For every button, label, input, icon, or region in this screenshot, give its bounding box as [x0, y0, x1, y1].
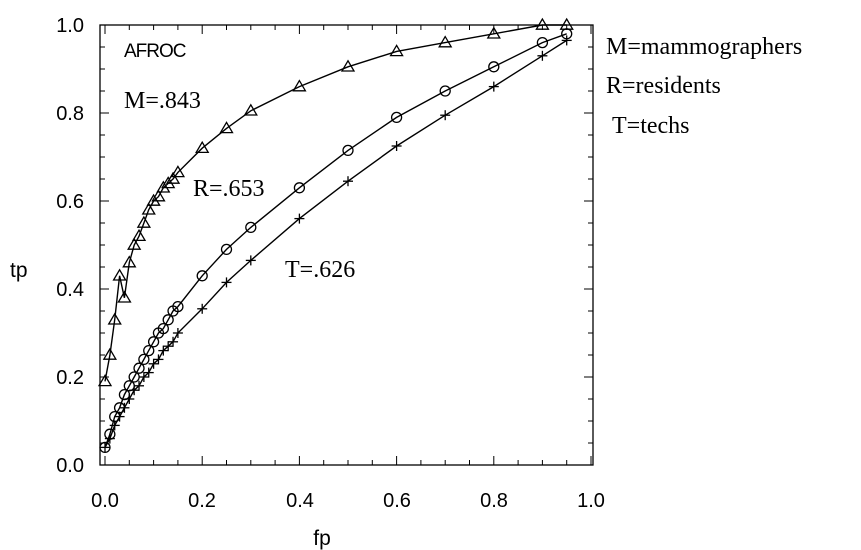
triangle-marker — [141, 202, 156, 215]
chart-title: AFROC — [124, 41, 186, 62]
triangle-marker — [127, 237, 142, 250]
plus-marker — [391, 141, 402, 151]
circle-marker — [172, 300, 184, 313]
plus-marker — [488, 81, 499, 92]
series-label-m: M=.843 — [124, 88, 201, 114]
plus-marker — [134, 380, 145, 391]
series-label-t: T=.626 — [285, 257, 355, 283]
circle-marker — [293, 182, 306, 194]
plus-marker — [138, 372, 149, 382]
triangle-marker — [535, 17, 550, 30]
plus-marker — [114, 411, 125, 422]
x-axis-title: fp — [313, 527, 331, 550]
triangle-marker — [146, 193, 161, 206]
circle-marker — [390, 111, 403, 124]
legend-entry: M=mammographers — [606, 34, 802, 60]
triangle-marker — [161, 176, 176, 189]
triangle-marker — [151, 189, 166, 202]
plus-marker — [440, 110, 451, 121]
plus-marker — [119, 402, 130, 413]
legend-entry: T=techs — [612, 113, 690, 139]
y-axis-title: tp — [10, 259, 28, 282]
plus-marker — [163, 341, 174, 352]
triangle-marker — [156, 180, 171, 193]
plot-frame — [99, 24, 594, 466]
plus-marker — [221, 277, 232, 288]
x-tick-labels: 0.0 0.2 0.4 0.6 0.8 1.0 — [91, 490, 605, 512]
circle-marker — [147, 336, 160, 348]
x-tick-label: 1.0 — [577, 490, 605, 512]
triangle-marker — [486, 26, 501, 39]
plus-marker — [100, 442, 110, 453]
triangle-marker — [131, 228, 147, 242]
triangle-marker — [170, 165, 186, 178]
y-tick-label: 0.4 — [56, 279, 84, 301]
x-tick-label: 0.8 — [480, 490, 508, 512]
y-tick-label: 1.0 — [56, 15, 84, 37]
triangle-marker — [122, 255, 137, 268]
triangle-marker — [219, 121, 234, 134]
plus-marker — [109, 420, 120, 431]
plus-marker — [143, 367, 154, 378]
y-tick-label: 0.0 — [56, 455, 84, 477]
circle-marker — [245, 221, 257, 234]
plus-marker — [343, 176, 353, 187]
triangle-marker — [136, 215, 152, 228]
plus-marker — [561, 35, 572, 46]
x-tick-label: 0.4 — [286, 490, 314, 512]
circle-marker — [342, 144, 354, 157]
series-line — [104, 39, 568, 448]
plus-marker — [197, 303, 208, 314]
plus-marker — [148, 358, 159, 369]
circle-marker — [138, 353, 150, 366]
triangle-marker — [107, 312, 122, 325]
y-tick-label: 0.2 — [56, 367, 84, 389]
legend: M=mammographers R=residents T=techs — [606, 34, 802, 139]
series-group — [97, 17, 574, 454]
x-tick-label: 0.6 — [383, 490, 411, 512]
plus-marker — [172, 328, 183, 338]
plus-marker — [104, 433, 115, 444]
series-label-r: R=.653 — [193, 176, 265, 202]
circle-marker — [488, 61, 500, 73]
circle-marker — [143, 344, 155, 357]
triangle-marker — [438, 35, 453, 48]
y-tick-label: 0.8 — [56, 103, 84, 125]
y-tick-label: 0.6 — [56, 191, 84, 213]
triangle-marker — [389, 44, 404, 57]
x-tick-label: 0.0 — [91, 490, 119, 512]
circle-marker — [133, 362, 145, 374]
triangle-marker — [195, 140, 210, 154]
plus-marker — [168, 336, 179, 347]
triangle-marker — [292, 79, 307, 92]
y-tick-labels: 0.0 0.2 0.4 0.6 0.8 1.0 — [56, 15, 84, 477]
circle-marker — [536, 36, 549, 49]
legend-entry: R=residents — [606, 73, 721, 99]
plus-marker — [153, 354, 164, 365]
plus-marker — [537, 50, 548, 61]
triangle-marker — [243, 103, 258, 116]
circle-marker — [157, 322, 169, 335]
x-tick-label: 0.2 — [188, 490, 216, 512]
plus-marker — [245, 255, 256, 266]
plus-marker — [124, 394, 135, 404]
triangle-marker — [112, 268, 127, 281]
triangle-marker — [340, 59, 356, 72]
plus-marker — [158, 345, 169, 356]
plus-marker — [294, 213, 305, 224]
triangle-marker — [97, 374, 113, 387]
circle-marker — [162, 314, 174, 326]
triangle-marker — [102, 347, 117, 360]
plus-marker — [129, 385, 140, 396]
circle-marker — [220, 243, 233, 256]
triangle-marker — [117, 290, 132, 303]
triangle-marker — [165, 171, 181, 184]
circle-marker — [439, 85, 451, 97]
circle-marker — [196, 270, 208, 282]
